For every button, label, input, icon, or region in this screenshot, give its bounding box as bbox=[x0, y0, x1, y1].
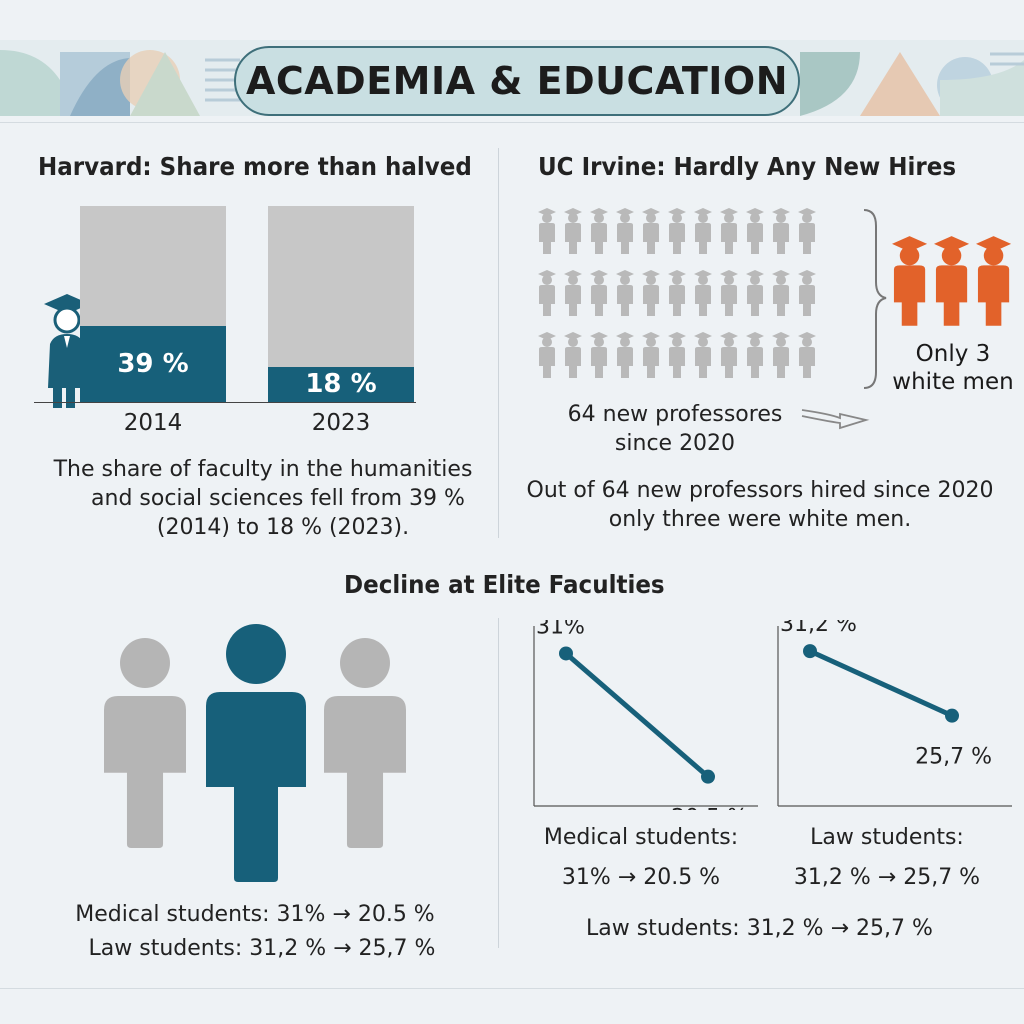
professor-icon bbox=[668, 208, 686, 254]
professor-icon bbox=[772, 208, 790, 254]
grey-caption-line: 64 new professores bbox=[567, 402, 783, 427]
harvard-description-line: The share of faculty in the humanities bbox=[53, 457, 473, 482]
white-man-icon bbox=[934, 236, 970, 326]
professor-icon bbox=[746, 270, 764, 316]
professor-icon bbox=[590, 208, 608, 254]
decline-summary-line: Law students: 31,2 % → 25,7 % bbox=[88, 936, 436, 961]
medical-caption-line: Medical students: bbox=[543, 825, 739, 850]
professor-icon bbox=[642, 332, 660, 378]
data-label: 31,2 % bbox=[780, 620, 857, 637]
professor-icon bbox=[694, 270, 712, 316]
person-figure bbox=[206, 624, 306, 882]
white-men-pictogram bbox=[892, 236, 1012, 326]
professor-icon bbox=[798, 270, 816, 316]
uci-title: UC Irvine: Hardly Any New Hires bbox=[538, 152, 957, 181]
harvard-title: Harvard: Share more than halved bbox=[38, 152, 472, 181]
bar-value-label: 18 % bbox=[305, 369, 377, 400]
white-man-icon bbox=[976, 236, 1012, 326]
professor-icon bbox=[746, 208, 764, 254]
people-group-icon bbox=[104, 624, 406, 882]
professor-icon bbox=[538, 208, 556, 254]
arrow-right-icon bbox=[801, 409, 870, 430]
law-caption: Law students: 31,2 % → 25,7 % bbox=[762, 818, 1012, 898]
brace-icon bbox=[863, 209, 887, 389]
professor-icon bbox=[772, 332, 790, 378]
data-label: 20,5 % bbox=[671, 806, 748, 810]
uci-description-line: Out of 64 new professors hired since 202… bbox=[526, 478, 994, 503]
professor-icon bbox=[720, 208, 738, 254]
header-divider bbox=[0, 122, 1024, 123]
professor-icon bbox=[564, 270, 582, 316]
x-axis bbox=[34, 402, 416, 403]
professor-icon bbox=[668, 332, 686, 378]
data-point bbox=[803, 644, 817, 659]
professor-icon bbox=[616, 332, 634, 378]
decline-title: Decline at Elite Faculties bbox=[344, 570, 665, 599]
white-man-icon bbox=[892, 236, 928, 326]
law-students-footer: Law students: 31,2 % → 25,7 % bbox=[586, 916, 933, 941]
data-point bbox=[945, 708, 959, 723]
professor-icon bbox=[590, 332, 608, 378]
professor-icon bbox=[694, 332, 712, 378]
professor-icon bbox=[720, 270, 738, 316]
professor-icon bbox=[798, 332, 816, 378]
professor-icon bbox=[616, 270, 634, 316]
professor-icon bbox=[642, 208, 660, 254]
grey-caption-line: since 2020 bbox=[614, 431, 736, 456]
professor-icon bbox=[720, 332, 738, 378]
bottom-column-divider bbox=[498, 618, 499, 948]
orange-caption-line: Only 3 bbox=[915, 341, 991, 367]
series-line bbox=[808, 648, 954, 718]
series-line bbox=[564, 651, 710, 779]
bar-value-label: 39 % bbox=[117, 348, 189, 379]
harvard-description: The share of faculty in the humanities a… bbox=[40, 455, 486, 542]
harvard-description-line: and social sciences fell from 39 % bbox=[91, 486, 465, 511]
data-label: 25,7 % bbox=[915, 745, 992, 770]
professor-icon bbox=[798, 208, 816, 254]
orange-caption: Only 3 white men bbox=[890, 340, 1016, 396]
person-figure bbox=[324, 638, 406, 848]
x-tick-label: 2014 bbox=[123, 410, 183, 436]
x-tick-label: 2023 bbox=[311, 410, 371, 436]
professor-icon bbox=[590, 270, 608, 316]
professor-icon bbox=[694, 208, 712, 254]
professor-icon bbox=[746, 332, 764, 378]
bar-2014: 39 % bbox=[80, 325, 226, 402]
professors-pictogram bbox=[538, 208, 816, 378]
professor-icon bbox=[538, 332, 556, 378]
professor-icon bbox=[564, 332, 582, 378]
medical-students-chart: 31% 20,5 % bbox=[533, 620, 758, 810]
data-point bbox=[701, 769, 715, 784]
medical-caption-line: 31% → 20.5 % bbox=[561, 865, 721, 890]
bar-2023: 18 % bbox=[268, 366, 414, 402]
page-title-pill: ACADEMIA & EDUCATION bbox=[234, 46, 800, 116]
decline-summary: Medical students: 31% → 20.5 % Law stude… bbox=[40, 898, 470, 966]
professor-icon bbox=[642, 270, 660, 316]
orange-caption-line: white men bbox=[892, 369, 1014, 395]
law-caption-line: 31,2 % → 25,7 % bbox=[793, 865, 981, 890]
uci-description-line: only three were white men. bbox=[608, 507, 912, 532]
harvard-description-line: (2014) to 18 % (2023). bbox=[156, 515, 410, 540]
professor-icon bbox=[668, 270, 686, 316]
law-caption-line: Law students: bbox=[810, 825, 964, 850]
page-title: ACADEMIA & EDUCATION bbox=[245, 59, 789, 103]
professor-icon bbox=[538, 270, 556, 316]
law-students-chart: 31,2 % 25,7 % bbox=[777, 620, 1012, 807]
data-point bbox=[559, 646, 573, 661]
professor-icon bbox=[772, 270, 790, 316]
medical-caption: Medical students: 31% → 20.5 % bbox=[516, 818, 766, 898]
person-figure bbox=[104, 638, 186, 848]
grey-caption: 64 new professores since 2020 bbox=[562, 400, 788, 458]
professor-icon bbox=[564, 208, 582, 254]
footer-divider bbox=[0, 988, 1024, 989]
uci-description: Out of 64 new professors hired since 202… bbox=[516, 476, 1004, 534]
data-label: 31% bbox=[536, 620, 585, 639]
professor-icon bbox=[616, 208, 634, 254]
decline-summary-line: Medical students: 31% → 20.5 % bbox=[75, 902, 435, 927]
top-column-divider bbox=[498, 148, 499, 538]
